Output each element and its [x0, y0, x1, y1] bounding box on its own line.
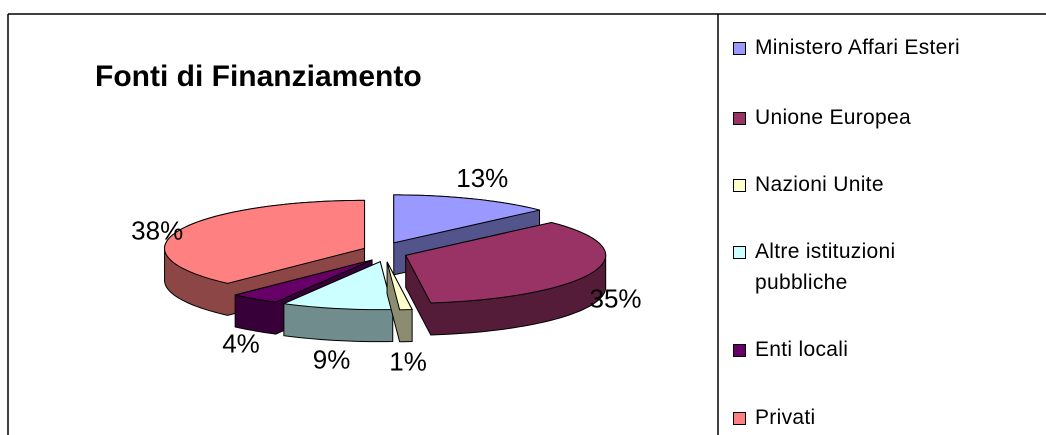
legend-item: Unione Europea: [733, 102, 1033, 133]
legend-item: Privati: [733, 402, 1033, 433]
slice: [386, 261, 413, 311]
slice: [393, 194, 540, 244]
legend-item: Enti locali: [733, 334, 1033, 365]
legend-swatch: [733, 179, 746, 192]
slice: [281, 260, 394, 311]
data-label: 38%: [131, 216, 183, 246]
legend-item: Nazioni Unite: [733, 169, 1033, 200]
legend-label: Ministero Affari Esteri: [755, 36, 960, 59]
legend-swatch: [733, 42, 746, 55]
legend-swatch: [733, 344, 746, 357]
chart-title: Fonti di Finanziamento: [95, 60, 422, 93]
slice: [404, 221, 607, 304]
legend-label: Unione Europea: [755, 106, 911, 129]
legend-label: Privati: [755, 406, 816, 429]
data-label: 4%: [222, 329, 260, 359]
legend-item: Altre istituzioni pubbliche: [733, 236, 1033, 298]
data-label: 1%: [389, 346, 427, 376]
slice: [164, 199, 366, 284]
pie: [164, 194, 607, 343]
data-label: 13%: [456, 163, 508, 193]
data-label: 9%: [313, 345, 351, 375]
legend-label: Enti locali: [755, 338, 849, 361]
legend-label: Altre istituzioni pubbliche: [755, 240, 896, 294]
data-label: 35%: [589, 283, 641, 313]
legend-swatch: [733, 112, 746, 125]
legend-item: Ministero Affari Esteri: [733, 32, 1033, 63]
legend-swatch: [733, 246, 746, 259]
legend-label: Nazioni Unite: [755, 173, 884, 196]
legend-swatch: [733, 412, 746, 425]
slice: [235, 259, 373, 303]
